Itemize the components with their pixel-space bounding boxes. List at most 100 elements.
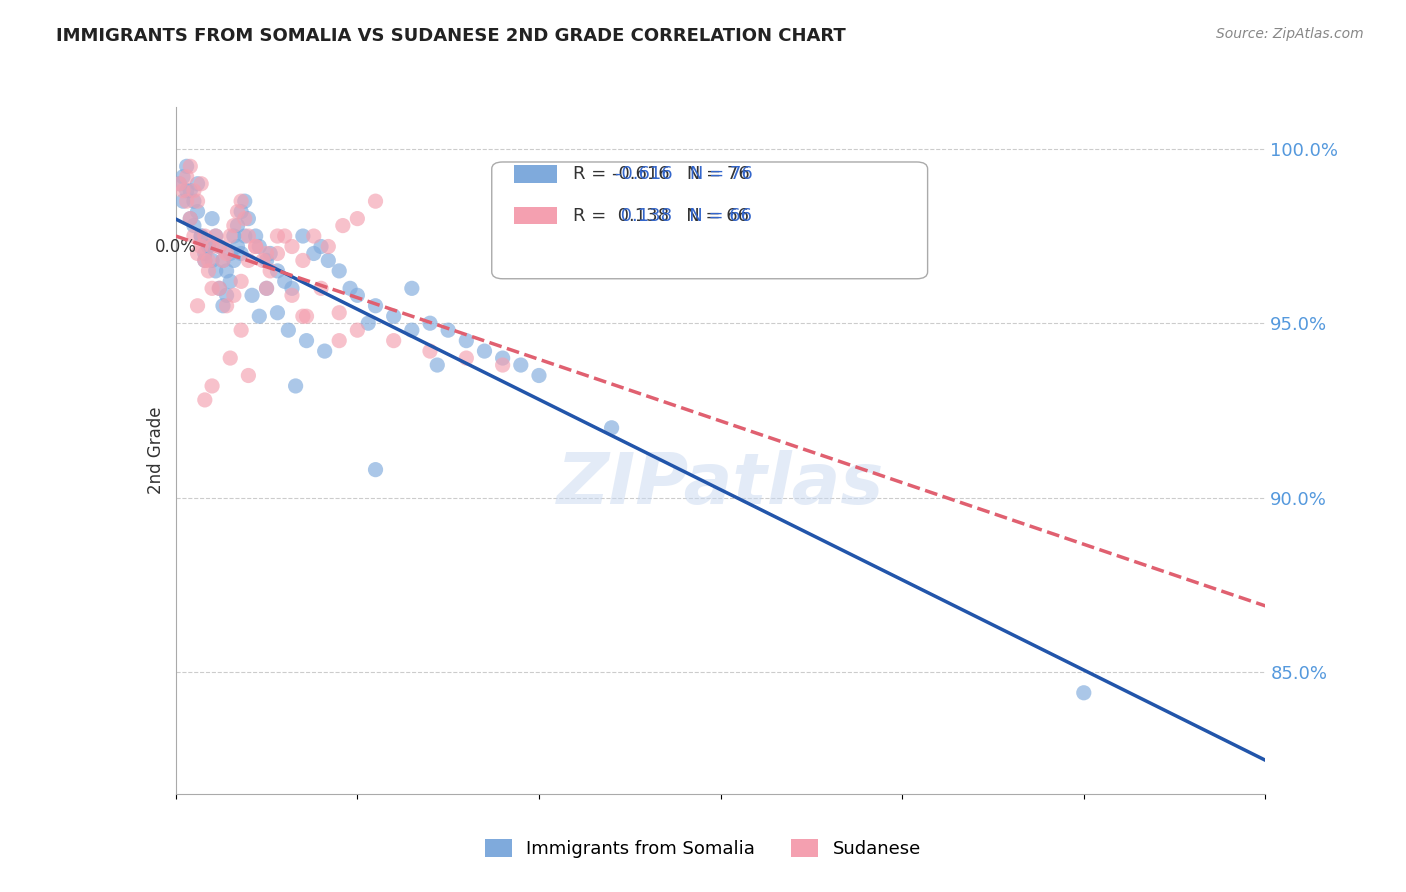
Point [281, 281, 304, 295]
Point [201, 281, 224, 295]
FancyBboxPatch shape [492, 162, 928, 278]
Point [309, 239, 332, 253]
Point [190, 177, 212, 191]
Y-axis label: 2nd Grade: 2nd Grade [146, 407, 165, 494]
Point [231, 194, 253, 209]
Point [190, 229, 212, 244]
Point [194, 229, 217, 244]
Point [245, 229, 267, 244]
Point [190, 229, 212, 244]
Point [346, 211, 368, 226]
Point [238, 211, 260, 226]
Point [219, 229, 242, 244]
Point [456, 334, 478, 348]
Point [194, 392, 217, 407]
Point [204, 229, 226, 244]
Point [314, 344, 336, 359]
Point [176, 194, 198, 209]
Point [382, 310, 405, 324]
Point [295, 334, 318, 348]
Text: IMMIGRANTS FROM SOMALIA VS SUDANESE 2ND GRADE CORRELATION CHART: IMMIGRANTS FROM SOMALIA VS SUDANESE 2ND … [56, 27, 846, 45]
Point [186, 204, 209, 219]
Point [600, 421, 623, 435]
Point [176, 169, 198, 184]
Point [215, 246, 238, 260]
Point [328, 264, 350, 278]
Point [437, 323, 460, 337]
Point [208, 281, 231, 295]
Point [197, 239, 219, 253]
Point [222, 229, 245, 244]
Point [332, 219, 354, 233]
Point [208, 239, 231, 253]
Point [233, 229, 256, 244]
Point [309, 281, 332, 295]
Point [492, 351, 515, 365]
Point [215, 299, 238, 313]
Point [172, 194, 194, 209]
Point [233, 194, 256, 209]
Point [346, 288, 368, 302]
Point [357, 316, 380, 330]
Point [197, 264, 219, 278]
Point [179, 211, 201, 226]
Point [201, 239, 224, 253]
Point [231, 204, 253, 219]
Point [240, 288, 263, 302]
Point [266, 246, 288, 260]
Point [183, 194, 205, 209]
Point [245, 239, 267, 253]
Point [247, 239, 270, 253]
Point [474, 344, 496, 359]
Text: ZIPatlas: ZIPatlas [557, 450, 884, 519]
Point [222, 219, 245, 233]
Point [183, 229, 205, 244]
Point [176, 159, 198, 173]
Point [226, 239, 249, 253]
Point [245, 239, 267, 253]
Point [194, 246, 217, 260]
Point [266, 229, 288, 244]
Point [364, 194, 387, 209]
Point [401, 281, 423, 295]
Point [219, 351, 242, 365]
Text: 0.138   N = 66: 0.138 N = 66 [614, 207, 752, 225]
Point [222, 253, 245, 268]
Point [281, 239, 304, 253]
Point [212, 253, 235, 268]
Point [231, 246, 253, 260]
Point [186, 299, 209, 313]
Point [259, 246, 281, 260]
Point [172, 169, 194, 184]
Point [201, 253, 224, 268]
Point [183, 184, 205, 198]
Point [527, 368, 550, 383]
Point [1073, 686, 1095, 700]
Bar [513, 165, 557, 183]
Point [190, 239, 212, 253]
Point [364, 299, 387, 313]
Point [291, 310, 314, 324]
Point [291, 253, 314, 268]
Point [346, 323, 368, 337]
Text: Source: ZipAtlas.com: Source: ZipAtlas.com [1216, 27, 1364, 41]
Point [456, 351, 478, 365]
Point [274, 229, 297, 244]
Point [212, 299, 235, 313]
Point [302, 246, 325, 260]
Point [266, 264, 288, 278]
Point [259, 264, 281, 278]
Point [186, 194, 209, 209]
Point [238, 229, 260, 244]
Point [179, 211, 201, 226]
Point [215, 288, 238, 302]
Point [274, 274, 297, 288]
Point [401, 323, 423, 337]
Point [328, 334, 350, 348]
Point [328, 306, 350, 320]
Bar [513, 207, 557, 224]
Point [179, 159, 201, 173]
Point [226, 204, 249, 219]
Point [231, 274, 253, 288]
Point [295, 310, 318, 324]
